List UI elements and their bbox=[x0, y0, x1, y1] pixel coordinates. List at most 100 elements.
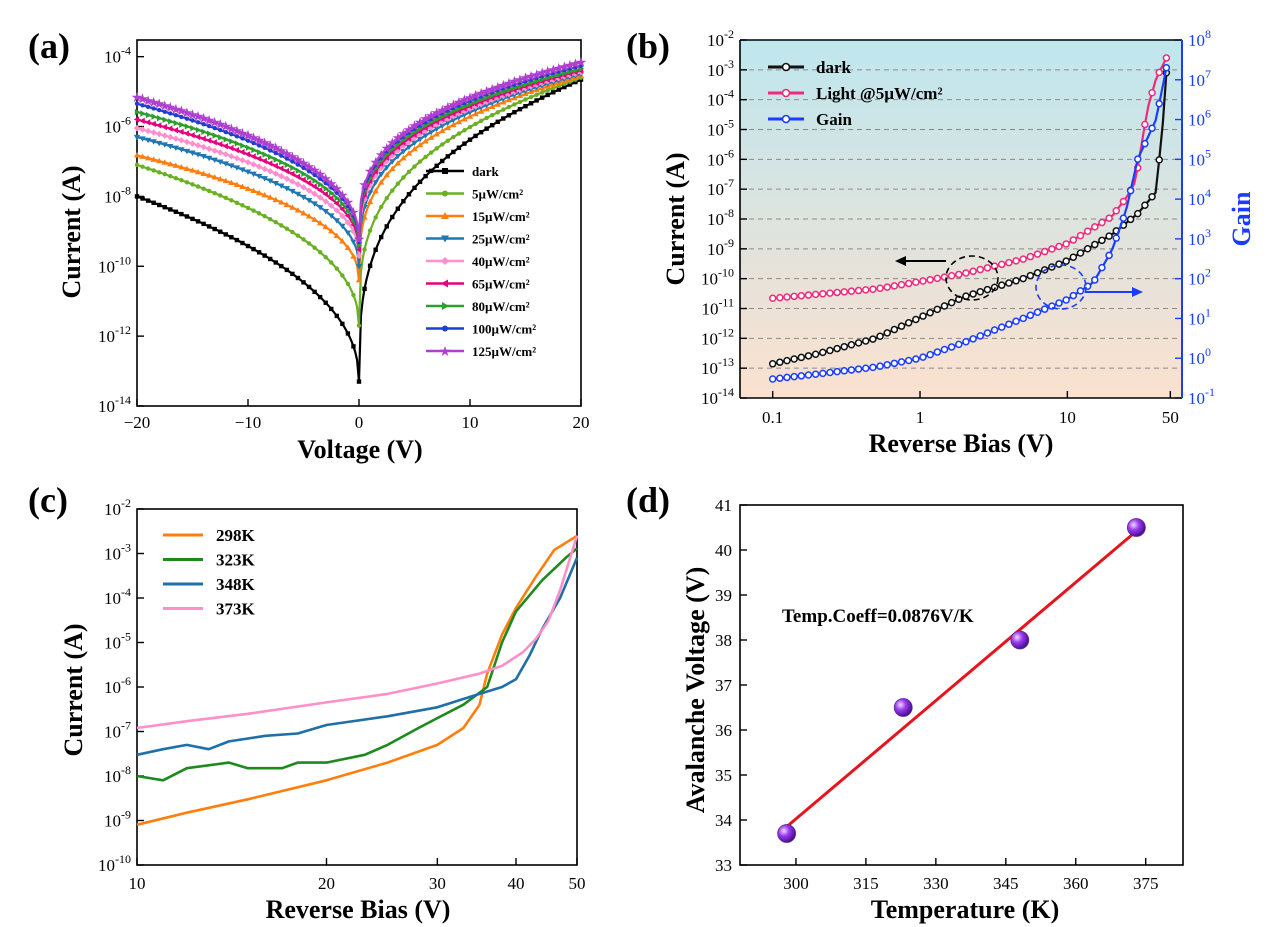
panel-a-series-marker bbox=[401, 175, 406, 180]
panel-b-series-marker bbox=[854, 365, 863, 373]
panel-b-series-marker bbox=[1019, 314, 1027, 323]
panel-b-series-marker bbox=[811, 370, 820, 378]
panel-a-series-marker bbox=[316, 186, 323, 194]
panel-a-legend-label: dark bbox=[472, 164, 500, 179]
panel-b-series-marker bbox=[1005, 258, 1013, 267]
panel-a-series-marker bbox=[489, 103, 496, 109]
panel-a-series-marker bbox=[289, 204, 296, 210]
panel-a-series-marker bbox=[262, 145, 267, 151]
panel-b-series-marker bbox=[861, 364, 870, 372]
panel-b-series-marker bbox=[897, 322, 906, 330]
panel-b-series-marker bbox=[919, 277, 927, 285]
panel-a-series-marker bbox=[206, 188, 212, 194]
panel-a-series-marker bbox=[462, 100, 467, 106]
panel-a-series-marker bbox=[190, 216, 195, 222]
panel-b-ylabel: Current (A) bbox=[661, 152, 690, 285]
panel-a-series-marker bbox=[133, 134, 141, 141]
panel-a-series-marker bbox=[195, 120, 201, 125]
panel-a-series-marker bbox=[211, 157, 218, 164]
panel-b-series-marker bbox=[883, 329, 891, 337]
panel-b-series-marker bbox=[1019, 274, 1027, 283]
panel-a-series-marker: ★ bbox=[236, 127, 249, 142]
panel-a-series-marker bbox=[328, 227, 335, 234]
panel-a-series-marker bbox=[156, 130, 163, 138]
panel-b-series-marker bbox=[955, 270, 963, 279]
panel-a-series-marker bbox=[301, 237, 306, 242]
panel-a-series-marker bbox=[322, 198, 329, 205]
panel-b-ytick-label: 10-2 bbox=[707, 27, 734, 50]
panel-a-series-marker bbox=[172, 127, 179, 134]
panel-a-series-marker: ★ bbox=[464, 91, 477, 106]
panel-a-series-marker bbox=[179, 178, 184, 183]
panel-a-series-marker bbox=[322, 190, 328, 198]
panel-a-series-marker bbox=[256, 149, 263, 156]
panel-a-series-marker bbox=[240, 203, 245, 208]
panel-a-series-marker: ★ bbox=[497, 79, 510, 94]
panel-a-series-marker bbox=[439, 123, 446, 129]
panel-a-series-marker: ★ bbox=[442, 101, 455, 116]
panel-a-series-marker bbox=[551, 85, 556, 91]
panel-b-series-marker bbox=[840, 342, 849, 351]
panel-a-series-marker: ★ bbox=[564, 59, 577, 74]
panel-b-series-marker bbox=[790, 372, 798, 381]
panel-b-series-marker bbox=[1005, 279, 1013, 287]
panel-a-series-marker bbox=[350, 239, 357, 245]
panel-a-series-marker bbox=[451, 134, 456, 140]
panel-a-series-marker bbox=[300, 184, 307, 191]
panel-a-series-marker bbox=[190, 118, 195, 123]
panel-b-series-marker bbox=[783, 293, 791, 301]
panel-a-series-marker bbox=[145, 111, 152, 119]
panel-a-series-marker: ★ bbox=[208, 116, 221, 131]
panel-a-series-marker bbox=[379, 204, 384, 210]
panel-a-series-marker: ★ bbox=[358, 179, 371, 194]
panel-b-series-marker bbox=[797, 291, 806, 300]
panel-b-series-marker bbox=[1141, 201, 1149, 209]
panel-b-series-marker bbox=[1048, 245, 1056, 253]
panel-a-series-marker bbox=[144, 154, 152, 161]
panel-a-series-marker bbox=[383, 172, 390, 178]
panel-b-series-marker bbox=[904, 279, 913, 288]
panel-b-series-marker bbox=[1055, 242, 1063, 251]
panel-a-series-marker bbox=[333, 207, 340, 214]
panel-b-series-marker bbox=[919, 312, 927, 320]
panel-a-series-marker bbox=[494, 94, 501, 102]
panel-a-series-marker bbox=[523, 79, 528, 84]
panel-a-series-marker bbox=[139, 153, 146, 159]
panel-a-series-marker bbox=[483, 102, 490, 109]
panel-b-series-marker bbox=[904, 356, 913, 365]
panel-a-series-marker bbox=[194, 152, 202, 158]
panel-a-series-marker bbox=[239, 167, 246, 173]
panel-d-data-point bbox=[893, 698, 913, 717]
panel-a-series-marker bbox=[134, 108, 141, 116]
panel-a-series-marker: ★ bbox=[147, 96, 160, 111]
panel-b-series-marker bbox=[926, 308, 934, 317]
panel-b-series-marker bbox=[833, 367, 841, 376]
panel-c-chart: 10 20 30 40 50 10-10 10-9 10-8 10-7 10-6 10-5 10-4 1… bbox=[98, 496, 586, 893]
panel-a-series-marker: ★ bbox=[347, 206, 360, 221]
panel-a-series-marker bbox=[290, 229, 295, 235]
panel-a-series-marker bbox=[217, 141, 223, 148]
panel-a-series-marker bbox=[179, 114, 184, 120]
panel-b-legend-marker bbox=[781, 114, 791, 124]
panel-a-series-marker bbox=[173, 112, 179, 118]
panel-b-series-marker bbox=[947, 272, 956, 280]
panel-a-series-marker bbox=[311, 216, 318, 222]
panel-b-series-marker bbox=[869, 285, 877, 294]
panel-a-series-marker: ★ bbox=[364, 165, 377, 180]
panel-a-series-marker bbox=[417, 123, 423, 128]
panel-a-series-marker bbox=[222, 151, 229, 158]
panel-a-series-marker bbox=[334, 266, 339, 271]
panel-b-series-marker bbox=[890, 359, 899, 368]
panel-a-series-marker bbox=[477, 105, 485, 111]
panel-b-series-marker bbox=[1098, 218, 1106, 227]
panel-a-series-marker bbox=[144, 127, 152, 135]
panel-a-series-marker bbox=[261, 157, 267, 165]
panel-a-series-marker bbox=[234, 237, 240, 243]
panel-a-series-marker bbox=[172, 135, 180, 142]
panel-a-series-marker bbox=[478, 118, 484, 124]
panel-b-series-marker bbox=[962, 269, 970, 277]
panel-a-series-marker bbox=[179, 211, 184, 217]
panel-a-series-marker bbox=[316, 205, 324, 211]
panel-a-series-marker bbox=[500, 96, 507, 102]
panel-a-series-marker bbox=[528, 101, 534, 106]
